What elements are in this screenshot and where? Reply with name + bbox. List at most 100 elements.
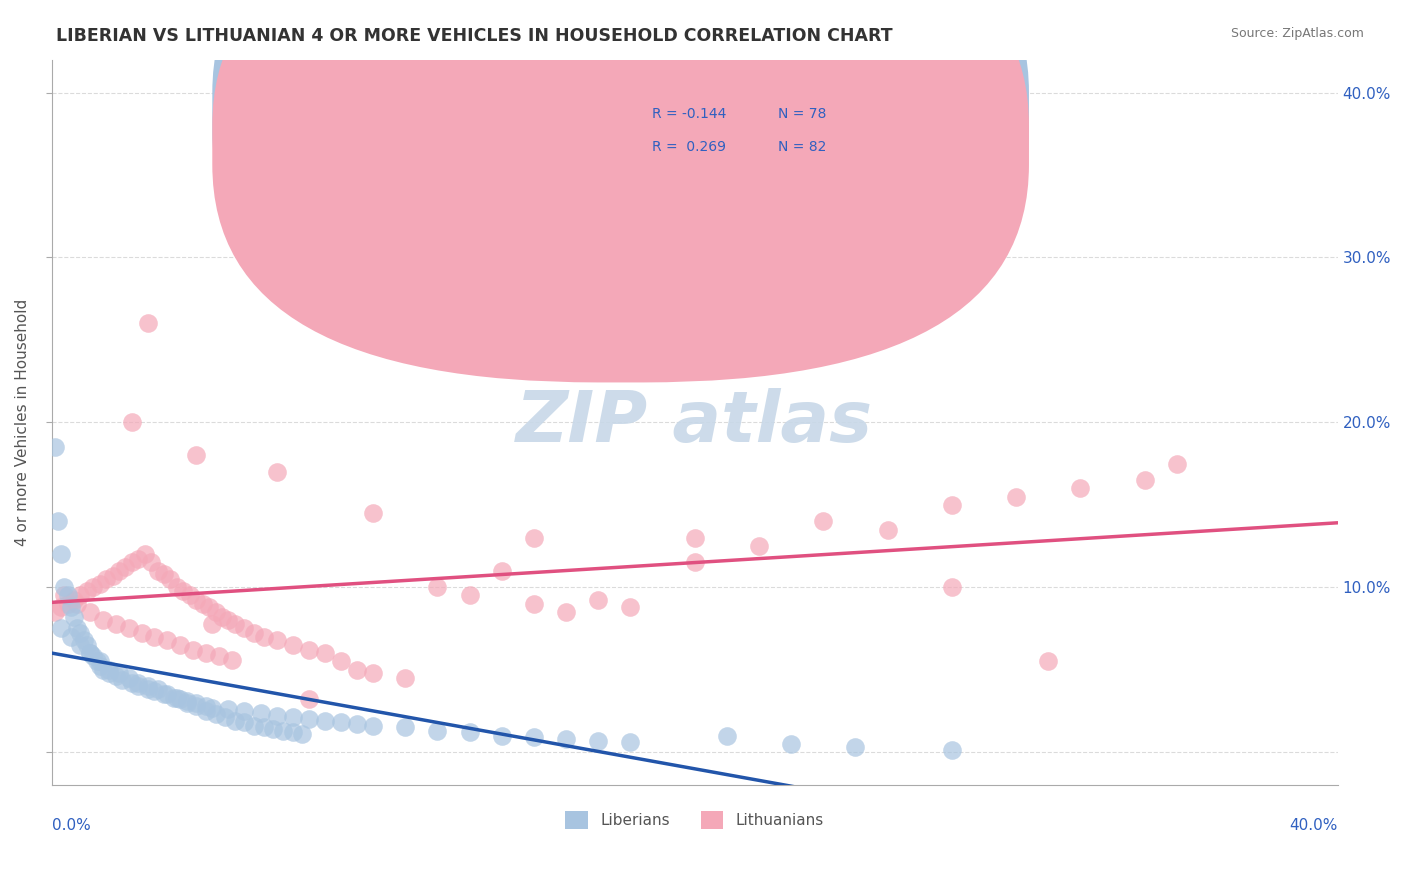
Point — [186, 698, 208, 713]
Point — [51, 622, 73, 636]
Text: N = 82: N = 82 — [778, 140, 827, 153]
Text: R =  0.269: R = 0.269 — [652, 140, 725, 153]
Point — [426, 723, 449, 738]
Point — [748, 539, 770, 553]
Point — [121, 556, 143, 570]
Point — [186, 696, 208, 710]
Point — [181, 643, 204, 657]
Point — [458, 589, 481, 603]
Point — [143, 684, 166, 698]
Point — [271, 723, 294, 738]
Point — [104, 616, 127, 631]
Point — [1005, 490, 1028, 504]
Text: Source: ZipAtlas.com: Source: ZipAtlas.com — [1230, 27, 1364, 40]
Point — [191, 597, 214, 611]
Point — [98, 663, 121, 677]
Point — [221, 653, 243, 667]
Point — [201, 700, 224, 714]
Point — [281, 725, 304, 739]
Point — [104, 669, 127, 683]
Point — [51, 547, 73, 561]
Point — [118, 671, 141, 685]
Point — [266, 632, 288, 647]
Point — [298, 712, 321, 726]
Point — [1038, 655, 1060, 669]
Point — [121, 415, 143, 429]
Point — [91, 663, 114, 677]
Point — [394, 671, 416, 685]
Point — [96, 572, 118, 586]
Point — [555, 731, 578, 746]
Point — [111, 673, 134, 687]
Point — [136, 317, 159, 331]
FancyBboxPatch shape — [572, 67, 945, 183]
Point — [79, 646, 101, 660]
Point — [176, 694, 198, 708]
Point — [82, 649, 104, 664]
Point — [243, 626, 266, 640]
Point — [346, 717, 368, 731]
Point — [194, 698, 217, 713]
Point — [108, 564, 131, 578]
Point — [619, 735, 641, 749]
Point — [426, 580, 449, 594]
Point — [186, 593, 208, 607]
Point — [458, 725, 481, 739]
Point — [523, 597, 546, 611]
Point — [156, 687, 179, 701]
Point — [491, 729, 513, 743]
Point — [266, 465, 288, 479]
Point — [233, 622, 256, 636]
Point — [262, 722, 284, 736]
Point — [63, 610, 86, 624]
Point — [66, 622, 89, 636]
Point — [169, 692, 191, 706]
Point — [253, 630, 276, 644]
Point — [208, 649, 231, 664]
Point — [194, 704, 217, 718]
Text: N = 78: N = 78 — [778, 107, 827, 121]
Point — [586, 593, 609, 607]
Point — [66, 597, 89, 611]
Point — [91, 613, 114, 627]
Point — [127, 676, 149, 690]
Point — [179, 589, 201, 603]
Point — [233, 704, 256, 718]
Point — [59, 600, 82, 615]
Point — [555, 605, 578, 619]
Point — [76, 638, 98, 652]
Point — [79, 646, 101, 660]
Point — [156, 632, 179, 647]
Point — [76, 583, 98, 598]
Point — [166, 580, 188, 594]
Point — [89, 659, 111, 673]
Point — [811, 514, 834, 528]
Point — [281, 710, 304, 724]
Point — [101, 568, 124, 582]
Point — [159, 572, 181, 586]
Point — [86, 655, 108, 669]
Text: 40.0%: 40.0% — [1289, 818, 1337, 833]
Point — [253, 720, 276, 734]
Point — [89, 655, 111, 669]
Point — [619, 600, 641, 615]
Point — [44, 605, 66, 619]
Point — [249, 706, 271, 720]
Point — [780, 737, 803, 751]
Point — [941, 580, 963, 594]
Point — [79, 605, 101, 619]
Point — [249, 251, 271, 265]
Point — [716, 729, 738, 743]
Legend: Liberians, Lithuanians: Liberians, Lithuanians — [560, 805, 830, 836]
Point — [224, 714, 246, 728]
Point — [523, 531, 546, 545]
Y-axis label: 4 or more Vehicles in Household: 4 or more Vehicles in Household — [15, 299, 30, 546]
Point — [243, 719, 266, 733]
Point — [136, 679, 159, 693]
Point — [146, 682, 169, 697]
Point — [346, 663, 368, 677]
Point — [56, 589, 79, 603]
Point — [844, 740, 866, 755]
Point — [298, 643, 321, 657]
Point — [201, 616, 224, 631]
